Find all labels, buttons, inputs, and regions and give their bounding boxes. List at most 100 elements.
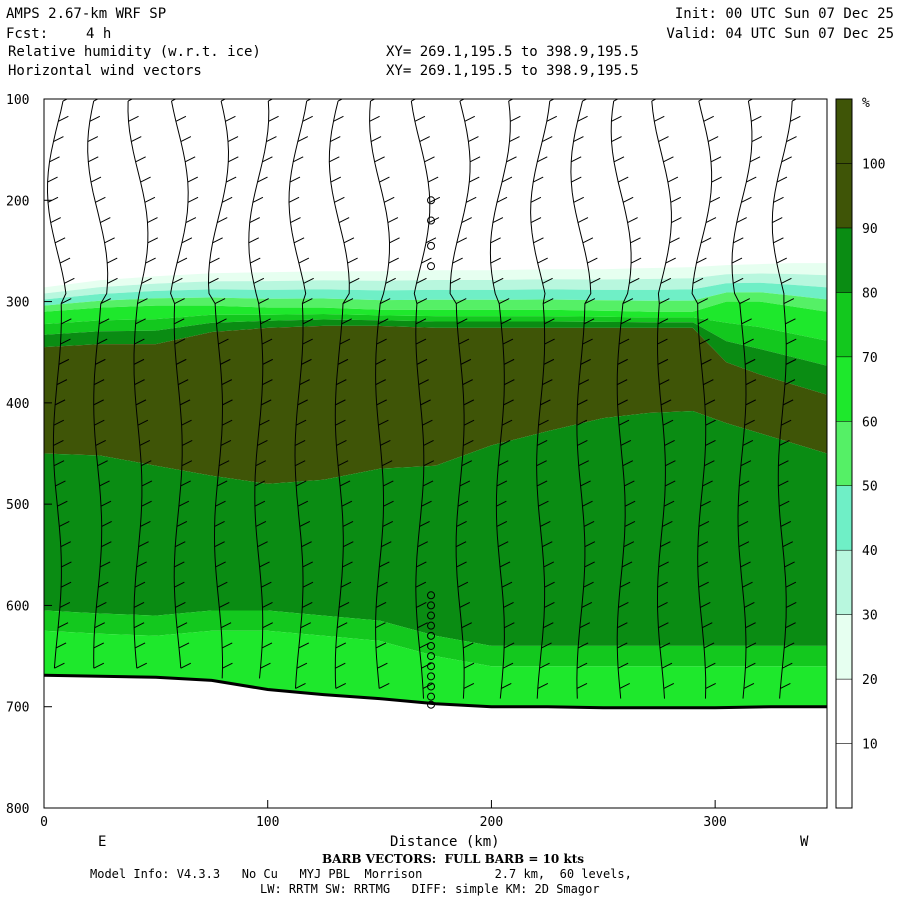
- field-name-wind: Horizontal wind vectors: [8, 63, 202, 79]
- barb-flag: [377, 581, 388, 588]
- barb-shaft: [369, 100, 391, 689]
- barb-flag: [580, 480, 591, 487]
- barb-shaft: [410, 100, 431, 699]
- barb-flag: [772, 217, 783, 224]
- barb-flag: [341, 318, 352, 325]
- barb-flag: [171, 99, 177, 102]
- barb-flag: [583, 520, 595, 527]
- barb-flag: [705, 683, 716, 689]
- wind-barbs: [46, 99, 801, 709]
- calm-wind-circle: [427, 672, 436, 681]
- barb-flag: [784, 561, 795, 568]
- barb-flag: [463, 662, 475, 669]
- barb-flag: [498, 460, 509, 467]
- barb-flag: [538, 419, 549, 426]
- barb-flag: [785, 318, 796, 325]
- colorbar-swatch: [835, 421, 853, 486]
- barb-flag: [616, 379, 628, 386]
- barb-flag: [379, 561, 390, 568]
- x-tick-label: 200: [480, 815, 503, 830]
- barb-flag: [288, 196, 300, 203]
- plot-frame: [43, 98, 828, 809]
- barb-flag: [136, 561, 147, 568]
- barb-flag: [745, 622, 756, 629]
- barb-flag: [704, 399, 716, 406]
- barb-flag: [743, 338, 754, 345]
- barb-flag: [61, 298, 72, 305]
- barb-flag: [618, 419, 630, 426]
- y-tick-label: 600: [6, 599, 29, 614]
- barb-flag: [302, 318, 314, 325]
- barb-flag: [135, 399, 147, 406]
- barb-flag: [709, 196, 721, 203]
- barb-flag: [469, 156, 481, 163]
- barb-flag: [379, 298, 391, 305]
- barb-flag: [622, 298, 634, 305]
- barb-flag: [613, 156, 625, 163]
- barb-flag: [738, 480, 750, 487]
- rh-band-lower-70: [44, 630, 827, 708]
- barb-shaft: [489, 100, 511, 699]
- barb-flag: [174, 581, 185, 588]
- barb-flag: [147, 217, 158, 224]
- barb-flag: [697, 541, 709, 548]
- barb-flag: [786, 602, 797, 608]
- barb-flag: [660, 541, 671, 548]
- barb-column: [610, 99, 642, 699]
- barb-flag: [624, 500, 636, 507]
- barb-flag: [50, 217, 61, 224]
- barb-flag: [532, 176, 544, 183]
- barb-flag: [177, 379, 189, 386]
- barb-flag: [584, 298, 596, 305]
- barb-flag: [302, 115, 313, 122]
- colorbar-label: 80: [862, 286, 878, 301]
- colorbar-swatch: [835, 614, 853, 680]
- barb-flag: [294, 439, 306, 446]
- barb-flag: [222, 399, 233, 406]
- barb-flag: [214, 520, 225, 527]
- barb-flag: [58, 115, 69, 122]
- barb-flag: [651, 99, 657, 102]
- barb-shaft: [449, 100, 471, 699]
- barb-flag: [385, 277, 396, 284]
- barb-flag: [349, 277, 360, 284]
- barb-flag: [543, 298, 554, 305]
- x-tick-label: 300: [703, 815, 726, 830]
- barb-flag: [667, 176, 679, 183]
- barb-flag: [134, 581, 146, 588]
- barb-flag: [56, 379, 68, 386]
- barb-flag: [302, 602, 313, 608]
- barb-shaft: [207, 100, 230, 679]
- barb-flag: [187, 176, 198, 183]
- barb-flag: [228, 156, 239, 163]
- barb-shaft: [610, 100, 632, 699]
- barb-flag: [93, 99, 99, 102]
- barb-flag: [62, 99, 69, 102]
- barb-flag: [338, 602, 350, 608]
- barb-flag: [336, 439, 347, 446]
- barb-flag: [624, 480, 635, 487]
- barb-flag: [257, 439, 268, 446]
- barb-flag: [414, 115, 426, 122]
- barb-flag: [375, 642, 387, 649]
- barb-flag: [416, 602, 427, 608]
- barb-flag: [501, 683, 512, 689]
- barb-flag: [662, 520, 673, 527]
- calm-wind-circle: [427, 601, 436, 610]
- barb-flag: [580, 358, 591, 365]
- barb-flag: [744, 419, 755, 426]
- barb-flag: [104, 237, 115, 244]
- barb-flag: [782, 541, 794, 548]
- barb-flag: [174, 318, 185, 325]
- barb-flag: [297, 399, 308, 406]
- barb-flag: [53, 439, 64, 446]
- barb-flag: [225, 115, 236, 122]
- barb-flag: [306, 99, 312, 102]
- barb-flag: [740, 561, 751, 568]
- barb-flag: [620, 318, 632, 325]
- barb-flag: [657, 318, 669, 325]
- barb-flag: [137, 298, 148, 305]
- barb-flag: [654, 115, 665, 122]
- barb-shaft: [288, 100, 308, 689]
- barb-flag: [582, 237, 594, 244]
